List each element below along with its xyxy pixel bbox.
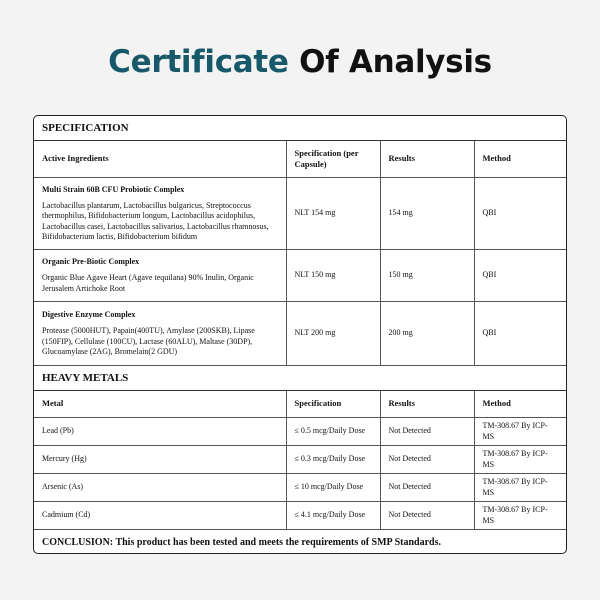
table-row: Cadmium (Cd) ≤ 4.1 mcg/Daily Dose Not De… — [34, 501, 566, 530]
heavy-metals-section-header: HEAVY METALS — [34, 365, 566, 391]
conclusion-row: CONCLUSION: This product has been tested… — [34, 529, 566, 553]
table-row: Arsenic (As) ≤ 10 mcg/Daily Dose Not Det… — [34, 473, 566, 502]
table-row: Mercury (Hg) ≤ 0.3 mcg/Daily Dose Not De… — [34, 445, 566, 474]
table-row: Lead (Pb) ≤ 0.5 mcg/Daily Dose Not Detec… — [34, 417, 566, 446]
certificate-table: SPECIFICATION Active Ingredients Specifi… — [33, 115, 567, 554]
table-header: Active Ingredients Specification (per Ca… — [34, 140, 566, 178]
table-row: Organic Pre-Biotic Complex Organic Blue A… — [34, 249, 566, 302]
table-row: Multi Strain 60B CFU Probiotic Complex La… — [34, 177, 566, 250]
table-row: Digestive Enzyme Complex Protease (5000HU… — [34, 301, 566, 366]
page-title: Certificate Of Analysis — [108, 44, 492, 80]
table-header: Metal Specification Results Method — [34, 390, 566, 418]
specification-section-header: SPECIFICATION — [34, 116, 566, 141]
